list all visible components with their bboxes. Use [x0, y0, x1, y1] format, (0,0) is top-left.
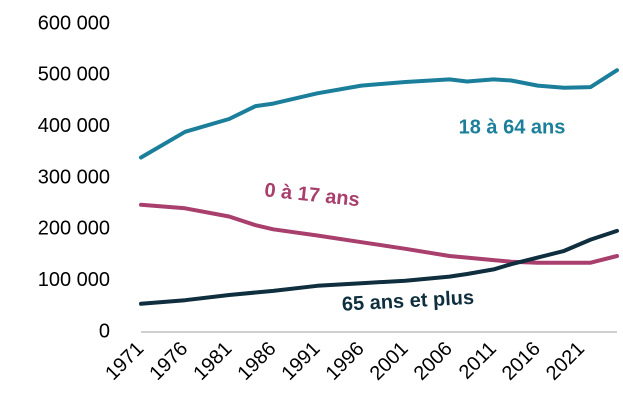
- line-series: [139, 68, 619, 160]
- y-tick-label: 300 000: [38, 166, 110, 188]
- x-tick-label: 1971: [101, 338, 148, 385]
- x-tick-label: 1976: [145, 338, 192, 385]
- y-tick-label: 600 000: [38, 12, 110, 34]
- y-tick-label: 400 000: [38, 115, 110, 137]
- x-tick-label: 1996: [322, 338, 369, 385]
- x-tick-label: 2011: [455, 338, 501, 384]
- y-tick-label: 0: [99, 320, 110, 342]
- line-series: [139, 228, 619, 306]
- series-label: 18 à 64 ans: [459, 116, 566, 138]
- x-tick-label: 2016: [498, 338, 545, 385]
- series-label: 0 à 17 ans: [263, 179, 360, 211]
- x-tick-label: 1991: [278, 338, 325, 385]
- x-tick-label: 1981: [189, 338, 236, 385]
- y-tick-label: 200 000: [38, 218, 110, 240]
- x-tick-label: 1986: [233, 338, 280, 385]
- y-tick-label: 500 000: [38, 64, 110, 86]
- line-series: [139, 202, 619, 265]
- x-tick-label: 2006: [410, 338, 457, 385]
- series-label: 65 ans et plus: [341, 287, 474, 316]
- x-tick-label: 2001: [366, 338, 413, 385]
- x-tick-label: 2021: [542, 338, 589, 385]
- y-tick-label: 100 000: [38, 269, 110, 291]
